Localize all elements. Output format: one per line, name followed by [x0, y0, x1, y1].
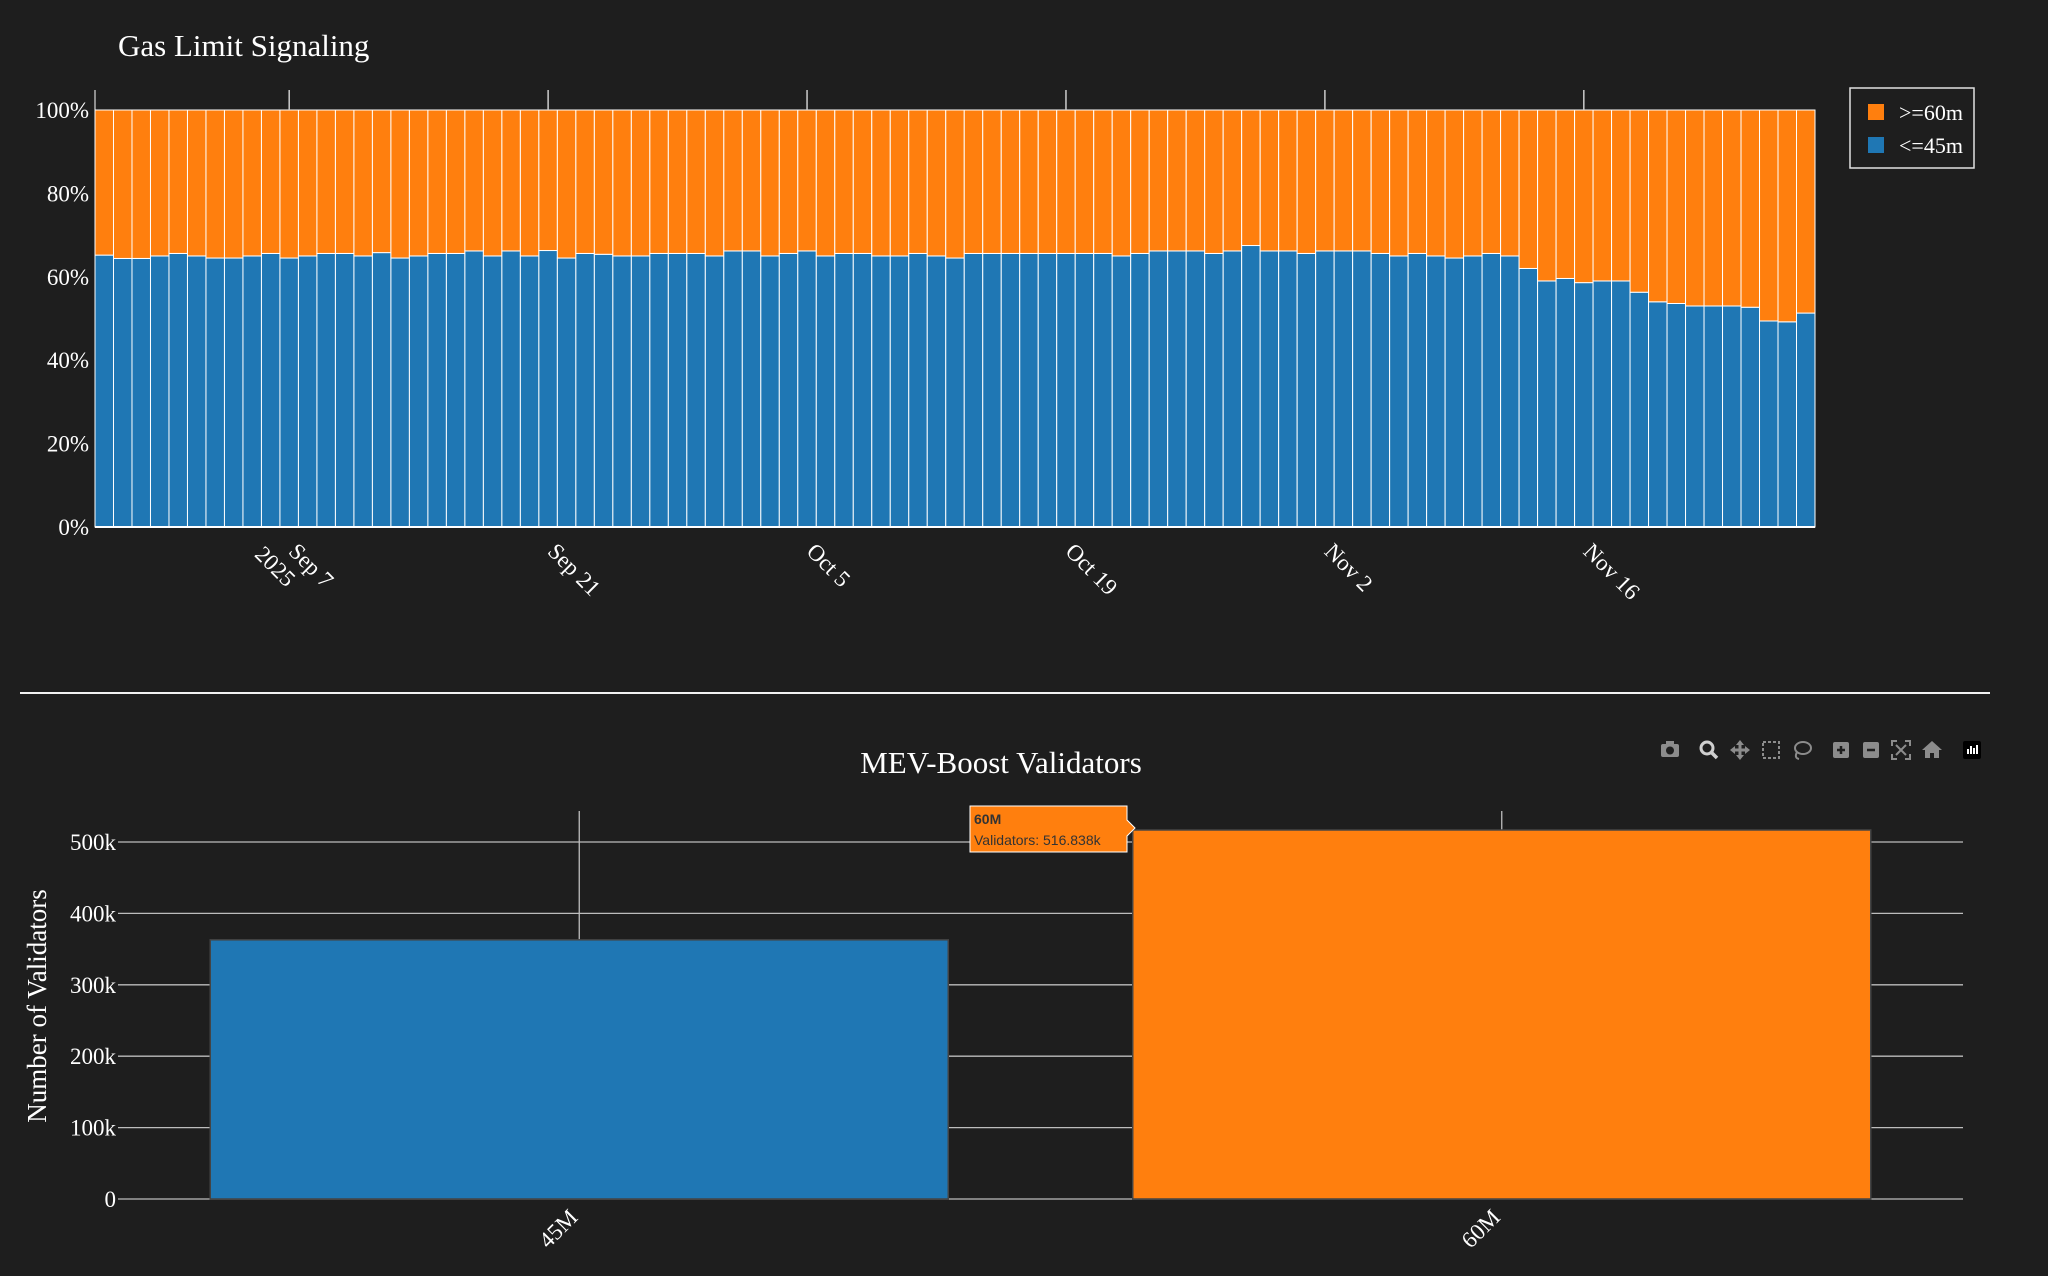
chart1-legend[interactable]: >=60m <=45m [1849, 87, 1975, 169]
chart1-y-tick-label: 100% [35, 98, 89, 123]
legend-label[interactable]: >=60m [1899, 100, 1963, 125]
plotly-logo-icon[interactable] [1963, 741, 1981, 759]
chart1-title: Gas Limit Signaling [118, 28, 369, 63]
box-select-icon[interactable] [1762, 741, 1780, 759]
camera-icon[interactable] [1661, 741, 1679, 757]
bar-ge60m[interactable] [1796, 109, 1816, 314]
legend-swatch[interactable] [1868, 137, 1884, 153]
chart1-bars [94, 90, 1816, 528]
chart1-y-ticks: 0% 20% 40% 60% 80% 100% [35, 98, 89, 540]
lasso-icon[interactable] [1794, 741, 1812, 760]
chart1-y-tick-label: 80% [47, 181, 89, 206]
zoom-out-icon[interactable] [1863, 742, 1879, 758]
autoscale-icon[interactable] [1891, 740, 1911, 760]
chart1-y-tick-label: 40% [47, 348, 89, 373]
reset-axes-icon[interactable] [1922, 741, 1942, 758]
chart1-y-tick-label: 0% [58, 515, 89, 540]
zoom-icon[interactable] [1699, 740, 1719, 760]
gas-limit-chart: Gas Limit Signaling 0%20%40%60%80%100% S… [35, 28, 1975, 605]
chart1-y-tick-label: 60% [47, 265, 89, 290]
legend-swatch[interactable] [1868, 104, 1884, 120]
pan-icon[interactable] [1730, 740, 1750, 760]
divider [20, 692, 1990, 694]
chart1-y-tick-label: 20% [47, 432, 89, 457]
legend-label[interactable]: <=45m [1899, 133, 1963, 158]
zoom-in-icon[interactable] [1833, 742, 1849, 758]
